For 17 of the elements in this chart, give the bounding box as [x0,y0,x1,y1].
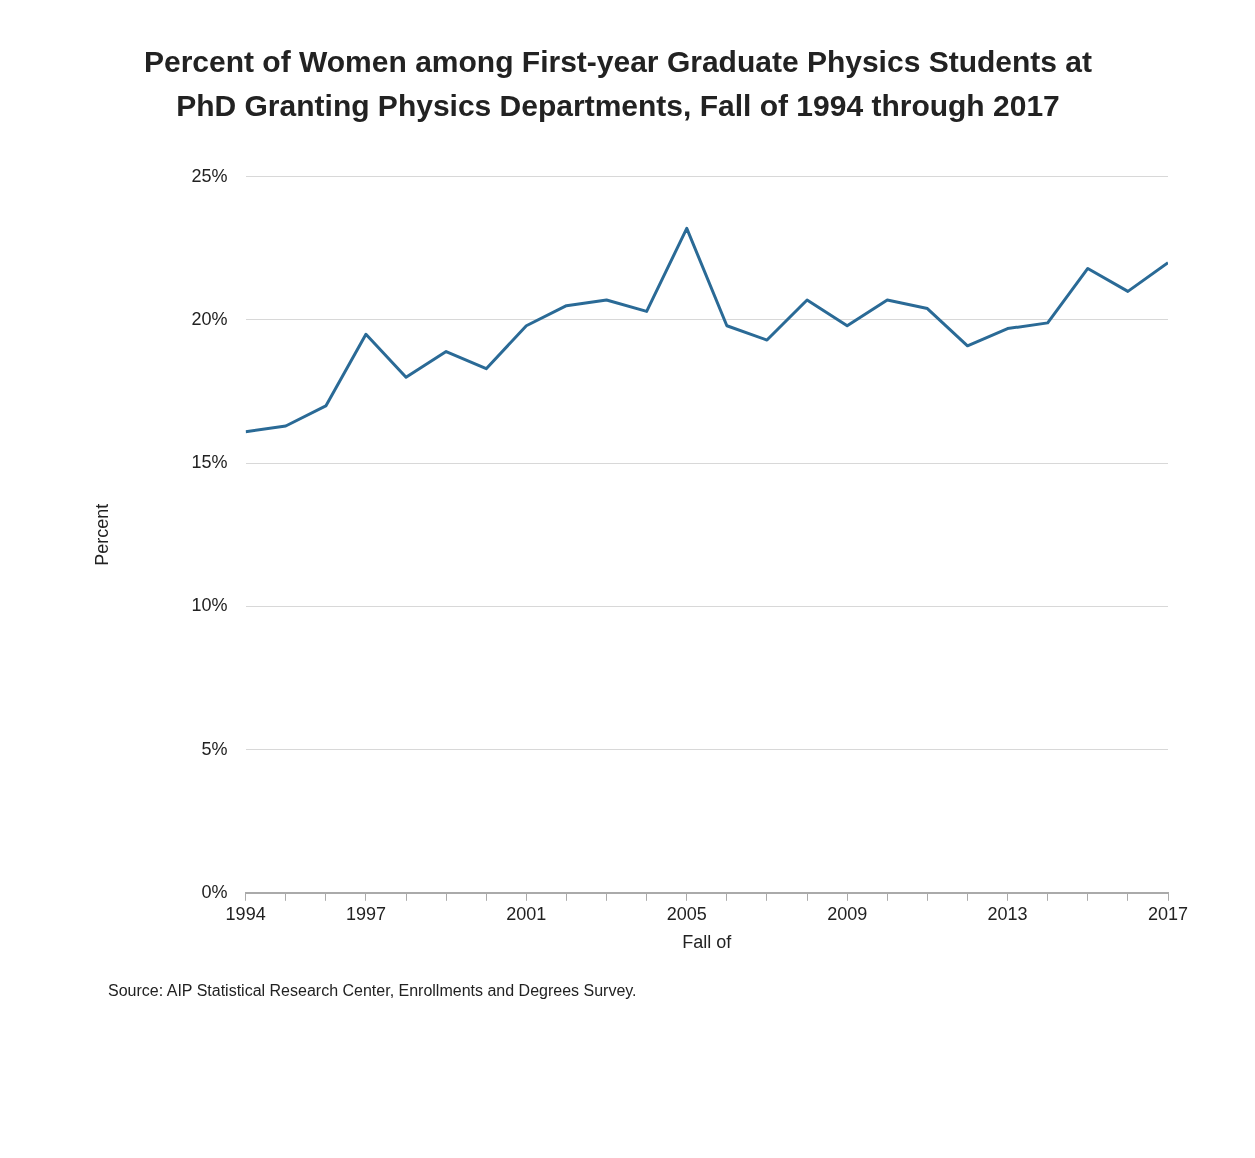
source-note: Source: AIP Statistical Research Center, Enrollments and Degrees Survey. [108,982,638,1000]
y-tick-label: 25% [191,165,228,186]
x-tick-label: 2005 [666,903,707,924]
y-tick-label: 10% [191,595,228,616]
y-tick-label: 5% [201,738,228,759]
y-axis-title: Percent [91,503,112,566]
x-axis-title: Fall of [682,932,733,953]
x-tick-label: 2013 [987,903,1028,924]
y-tick-label: 0% [201,881,228,902]
x-tick-label: 1994 [225,903,266,924]
x-tick-label: 2009 [827,903,868,924]
x-tick-label: 1997 [345,903,386,924]
x-tick-label: 2001 [506,903,547,924]
y-tick-label: 20% [191,308,228,329]
y-tick-label: 15% [191,452,228,473]
x-tick-label: 2017 [1147,903,1189,924]
chart-title: Percent of Women among First-year Graduate Physics Students at PhD Granting Physics Departments, Fall of 1994 through 2017 [143,44,1093,124]
